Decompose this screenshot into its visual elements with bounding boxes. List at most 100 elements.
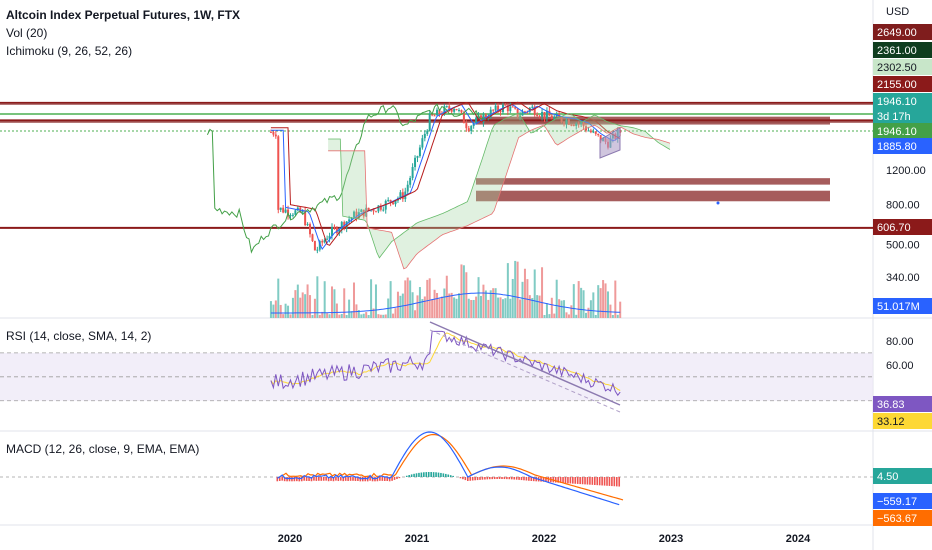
volume-legend[interactable]: Vol (20) <box>6 26 48 40</box>
x-tick-label: 2023 <box>659 533 683 545</box>
macd-histogram-bar <box>606 477 608 486</box>
macd-histogram-bar <box>415 473 418 477</box>
candle-body <box>306 224 309 226</box>
candle-body <box>372 209 375 212</box>
price-axis-tag-label: 606.70 <box>877 222 911 234</box>
macd-histogram-bar <box>281 477 283 481</box>
macd-histogram-bar <box>337 477 340 482</box>
volume-bar <box>477 277 480 318</box>
macd-histogram-bar <box>357 477 359 481</box>
macd-histogram-bar <box>315 477 318 481</box>
candle-body <box>294 210 297 215</box>
volume-bar <box>521 281 524 318</box>
candle-body <box>543 111 546 119</box>
candle-body <box>345 221 348 228</box>
macd-histogram-bar <box>586 477 589 485</box>
macd-histogram-bar <box>493 477 496 480</box>
volume-bar <box>509 298 512 318</box>
candle-body <box>580 122 583 124</box>
candle-body <box>438 109 441 115</box>
y-tick-label: 800.00 <box>886 199 920 211</box>
macd-histogram-bar <box>325 477 327 481</box>
candle-body <box>416 156 419 158</box>
volume-bar <box>450 292 453 318</box>
candle-body <box>506 105 509 112</box>
candle-body <box>560 117 563 122</box>
macd-histogram-bar <box>471 477 474 481</box>
volume-bar <box>287 305 290 318</box>
price-axis-tag <box>873 138 932 154</box>
volume-bar <box>531 298 534 318</box>
macd-histogram-bar <box>581 477 584 485</box>
candle-body <box>511 106 514 108</box>
macd-histogram-bar <box>349 477 352 481</box>
candle-body <box>389 199 392 203</box>
candle-body <box>516 108 519 117</box>
macd-histogram-bar <box>594 477 596 485</box>
y-tick-label: 500.00 <box>886 239 920 251</box>
macd-histogram-bar <box>481 477 484 480</box>
volume-bar <box>501 299 504 318</box>
volume-bar <box>587 307 590 318</box>
price-axis-tag-label: 1946.10 <box>877 126 917 138</box>
volume-bar <box>560 300 563 318</box>
candle-body <box>521 111 524 116</box>
candle-body <box>489 109 492 118</box>
candle-body <box>484 114 487 118</box>
candle-body <box>563 121 566 125</box>
volume-bar <box>499 297 502 318</box>
macd-histogram-bar <box>579 477 581 485</box>
volume-bar <box>379 314 382 318</box>
volume-axis-tag-label: 51.017M <box>877 301 920 313</box>
macd-histogram-bar <box>542 477 545 482</box>
volume-bar <box>284 303 287 318</box>
macd-histogram-bar <box>501 477 503 480</box>
macd-histogram-bar <box>598 477 601 486</box>
volume-bar <box>436 292 439 318</box>
candle-body <box>394 200 397 205</box>
macd-legend[interactable]: MACD (12, 26, close, 9, EMA, EMA) <box>6 442 200 456</box>
candle-body <box>384 200 387 210</box>
macd-histogram-bar <box>496 477 498 480</box>
x-tick-label: 2022 <box>532 533 556 545</box>
price-axis-tag-label: 1946.10 <box>877 96 917 108</box>
macd-histogram-bar <box>589 477 591 485</box>
volume-bar <box>365 312 368 318</box>
candle-body <box>497 105 500 111</box>
candle-body <box>433 115 436 117</box>
volume-bar <box>475 296 478 318</box>
volume-bar <box>536 295 539 318</box>
candle-body <box>553 116 556 120</box>
candle-body <box>296 207 299 211</box>
volume-bar <box>389 281 392 318</box>
macd-histogram-bar <box>278 477 281 481</box>
volume-bar <box>335 303 338 318</box>
candle-body <box>597 133 600 136</box>
macd-histogram-bar <box>613 477 616 487</box>
macd-histogram-bar <box>340 477 342 481</box>
x-tick-label: 2020 <box>278 533 302 545</box>
macd-histogram-bar <box>515 477 518 480</box>
volume-bar <box>345 314 348 318</box>
macd-histogram-bar <box>425 472 428 477</box>
candle-body <box>360 209 363 213</box>
ichimoku-legend[interactable]: Ichimoku (9, 26, 52, 26) <box>6 44 133 58</box>
macd-histogram-bar <box>313 477 315 481</box>
macd-histogram-bar <box>506 477 508 480</box>
volume-bar <box>582 290 585 318</box>
candle-body <box>304 210 307 226</box>
macd-histogram-bar <box>615 477 618 487</box>
macd-histogram-bar <box>467 477 469 481</box>
volume-bar <box>550 297 553 318</box>
volume-bar <box>350 311 353 318</box>
candle-body <box>335 227 338 234</box>
candle-body <box>443 106 446 115</box>
rsi-legend[interactable]: RSI (14, close, SMA, 14, 2) <box>6 329 152 343</box>
volume-bar <box>577 281 580 318</box>
volume-bar <box>440 296 443 318</box>
volume-bar <box>269 301 272 318</box>
macd-histogram-bar <box>562 477 564 483</box>
candle-body <box>421 138 424 148</box>
candle-body <box>418 147 421 157</box>
